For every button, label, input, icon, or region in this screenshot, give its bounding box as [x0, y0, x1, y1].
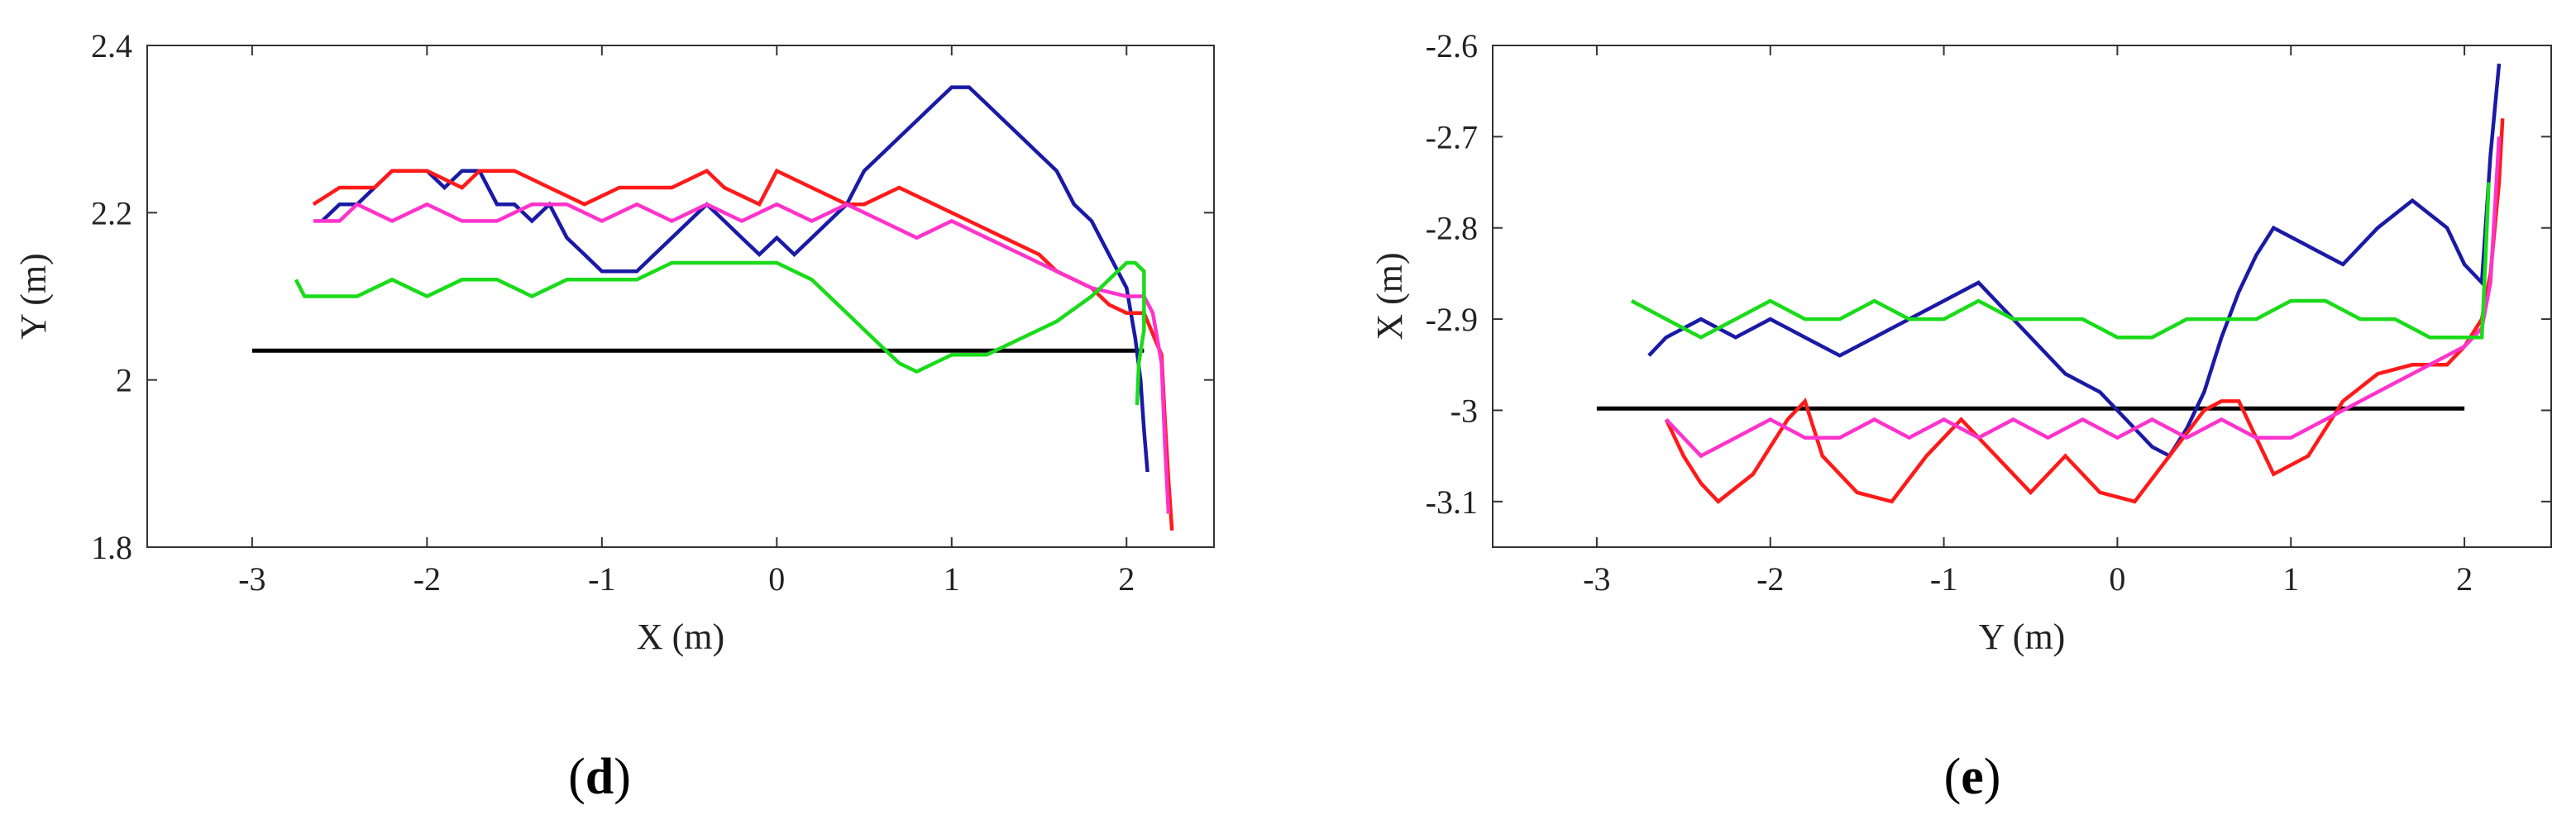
- y-tick-label: -2.9: [1426, 301, 1478, 338]
- x-tick-label: 1: [2282, 560, 2299, 598]
- panel-caption: (d): [568, 749, 631, 805]
- series-line-3: [1665, 136, 2502, 459]
- series-line-2: [1664, 118, 2505, 504]
- x-tick-label: -2: [413, 560, 441, 598]
- series-line-3: [313, 202, 1171, 514]
- x-tick-label: 0: [2109, 560, 2125, 598]
- y-tick-label: 2: [116, 362, 132, 399]
- x-tick-label: -3: [238, 560, 265, 598]
- series-line-4: [1630, 182, 2491, 340]
- panel-caption-letter: e: [1961, 749, 1984, 805]
- chart-panel-e: -3 -2 -1 0 1 2 -3.1 -3 -2.9 -2.8 -2.7 -2.6 Y (m) X (m…: [1369, 27, 2552, 805]
- x-axis-label: Y (m): [1979, 617, 2066, 657]
- y-axis-label: Y (m): [13, 253, 54, 340]
- chart-panel-d: -3 -2 -1 0 1 2 1.8 2 2.2 2.4 X (m) Y (m) (d): [13, 27, 1215, 805]
- y-tick-label: -2.6: [1426, 27, 1478, 64]
- x-tick-label: 0: [768, 560, 785, 598]
- axes-frame: [146, 45, 1215, 548]
- y-tick-label: 1.8: [91, 529, 132, 566]
- panel-caption: (e): [1944, 749, 2001, 805]
- axes-frame: [1492, 45, 2552, 548]
- series-line-2: [312, 168, 1174, 531]
- x-tick-label: -2: [1756, 560, 1784, 598]
- y-tick-label: -2.7: [1426, 118, 1478, 155]
- y-tick-label: -3: [1450, 392, 1478, 429]
- x-tick-label: -1: [1930, 560, 1957, 598]
- series-line-1: [1647, 63, 2502, 459]
- x-tick-label: 2: [2456, 560, 2473, 598]
- x-axis-label: X (m): [637, 617, 724, 657]
- panel-caption-letter: d: [585, 749, 614, 805]
- x-tick-label: -1: [588, 560, 615, 598]
- x-tick-label: 2: [1118, 560, 1135, 598]
- series-line-4: [294, 260, 1146, 406]
- series-line-1: [320, 85, 1149, 473]
- y-tick-label: 2.4: [91, 27, 132, 64]
- y-tick-label: -3.1: [1426, 484, 1478, 521]
- x-tick-label: 1: [944, 560, 960, 598]
- x-tick-label: -3: [1583, 560, 1610, 598]
- y-axis-label: X (m): [1369, 252, 1410, 340]
- y-tick-label: 2.2: [91, 194, 132, 231]
- y-tick-label: -2.8: [1426, 210, 1478, 247]
